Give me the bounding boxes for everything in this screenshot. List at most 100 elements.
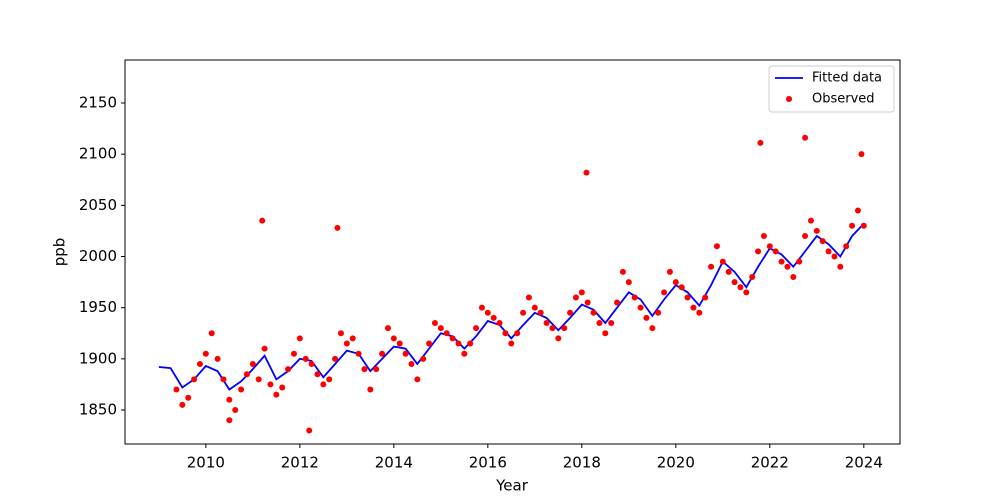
observed-point	[343, 340, 350, 347]
observed-point	[614, 299, 621, 306]
observed-point	[431, 320, 438, 327]
observed-point	[543, 320, 550, 327]
observed-point	[690, 304, 697, 311]
observed-point	[631, 294, 638, 301]
observed-point	[796, 258, 803, 265]
observed-point	[367, 386, 374, 393]
observed-point	[279, 384, 286, 391]
observed-point	[402, 350, 409, 357]
observed-point	[490, 314, 497, 321]
observed-point	[238, 386, 245, 393]
observed-point	[232, 407, 239, 414]
observed-point	[508, 340, 515, 347]
observed-point	[285, 366, 292, 373]
observed-point	[373, 366, 380, 373]
observed-point	[661, 289, 668, 296]
observed-point	[414, 376, 421, 383]
y-tick-label: 2100	[79, 145, 117, 163]
observed-point	[308, 360, 315, 367]
observed-point	[537, 309, 544, 316]
observed-point	[702, 294, 709, 301]
observed-point	[449, 335, 456, 342]
observed-point	[502, 330, 509, 337]
observed-point	[807, 217, 814, 224]
observed-point	[478, 304, 485, 311]
observed-point	[306, 427, 313, 434]
observed-point	[778, 258, 785, 265]
legend-marker	[786, 96, 792, 102]
observed-point	[220, 376, 227, 383]
observed-point	[678, 284, 685, 291]
observed-point	[302, 355, 309, 362]
observed-point	[802, 134, 809, 141]
observed-point	[655, 309, 662, 316]
observed-point	[602, 330, 609, 337]
x-tick-label: 2012	[281, 454, 319, 472]
y-axis-label: ppb	[51, 238, 69, 267]
observed-point	[332, 355, 339, 362]
observed-point	[337, 330, 344, 337]
observed-point	[379, 350, 386, 357]
observed-point	[243, 371, 250, 378]
observed-point	[314, 371, 321, 378]
observed-point	[514, 330, 521, 337]
observed-point	[267, 381, 274, 388]
legend-label: Observed	[812, 92, 875, 107]
observed-point	[191, 376, 198, 383]
observed-point	[437, 325, 444, 332]
observed-point	[290, 350, 297, 357]
observed-point	[355, 350, 362, 357]
observed-point	[226, 396, 233, 403]
observed-point	[790, 273, 797, 280]
observed-point	[596, 320, 603, 327]
y-tick-label: 2150	[79, 93, 117, 111]
x-tick-label: 2010	[187, 454, 225, 472]
observed-point	[531, 304, 538, 311]
observed-point	[743, 289, 750, 296]
observed-point	[860, 222, 867, 229]
y-tick-label: 1900	[79, 349, 117, 367]
observed-point	[555, 335, 562, 342]
x-axis-label: Year	[495, 477, 529, 495]
x-tick-label: 2024	[845, 454, 883, 472]
observed-point	[713, 243, 720, 250]
observed-point	[249, 360, 256, 367]
observed-point	[854, 207, 861, 214]
x-tick-label: 2020	[657, 454, 695, 472]
observed-point	[214, 355, 221, 362]
observed-point	[296, 335, 303, 342]
observed-point	[473, 325, 480, 332]
observed-point	[496, 320, 503, 327]
observed-point	[420, 355, 427, 362]
fitted-line	[158, 223, 865, 391]
legend-label: Fitted data	[812, 71, 882, 86]
observed-point	[467, 340, 474, 347]
observed-point	[725, 268, 732, 275]
observed-point	[684, 294, 691, 301]
x-tick-label: 2022	[751, 454, 789, 472]
observed-point	[696, 309, 703, 316]
observed-point	[784, 263, 791, 270]
observed-point	[837, 263, 844, 270]
observed-point	[731, 279, 738, 286]
observed-point	[625, 279, 632, 286]
observed-point	[173, 386, 180, 393]
observed-point	[320, 381, 327, 388]
observed-point	[349, 335, 356, 342]
y-tick-label: 1850	[79, 401, 117, 419]
observed-point	[396, 340, 403, 347]
observed-point	[202, 350, 209, 357]
observed-point	[583, 169, 590, 176]
observed-point	[737, 284, 744, 291]
observed-point	[637, 304, 644, 311]
observed-point	[843, 243, 850, 250]
observed-point	[849, 222, 856, 229]
observed-point	[334, 224, 341, 231]
observed-point	[584, 299, 591, 306]
observed-point	[461, 350, 468, 357]
axes-frame	[124, 59, 901, 445]
observed-point	[549, 325, 556, 332]
observed-point	[572, 294, 579, 301]
observed-point	[455, 340, 462, 347]
